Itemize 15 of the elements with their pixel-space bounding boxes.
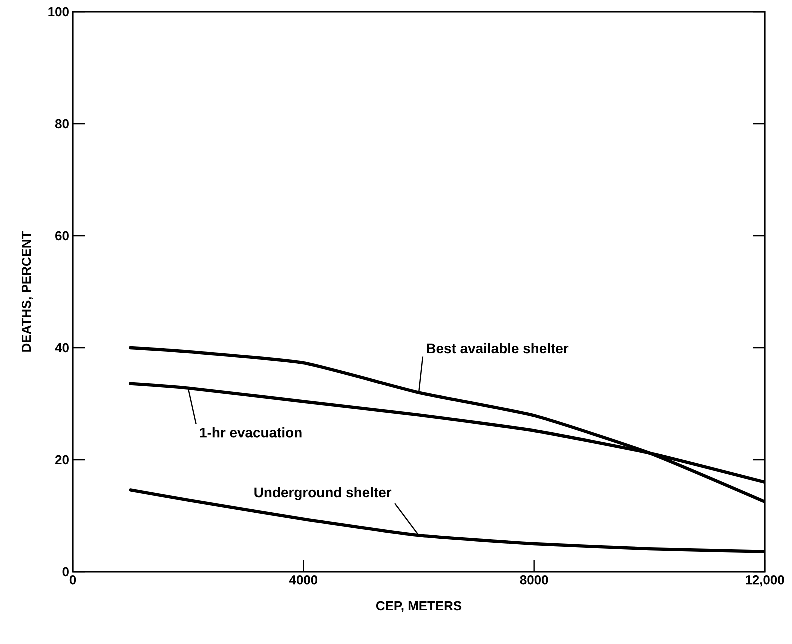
series-label: 1-hr evacuation: [200, 428, 302, 438]
y-tick-label: 60: [56, 231, 69, 241]
x-tick-label: 4000: [289, 576, 318, 585]
y-tick-label: 40: [55, 343, 69, 353]
x-tick-label: 12,000: [746, 576, 784, 587]
text: Best available shelter: [427, 343, 569, 354]
y-axis-title: DEATHS, PERCENT: [22, 231, 34, 352]
y-tick-label: 100: [48, 7, 69, 17]
y-tick-label: 80: [55, 119, 69, 129]
x-tick-label: 8000: [520, 576, 548, 585]
x-axis-title: CEP, METERS: [376, 601, 462, 612]
y-tick-label: 0: [62, 567, 69, 577]
series-label: Underground shelter: [254, 487, 392, 500]
x-tick-label: 0: [70, 576, 76, 585]
y-tick-label: 20: [56, 455, 69, 465]
